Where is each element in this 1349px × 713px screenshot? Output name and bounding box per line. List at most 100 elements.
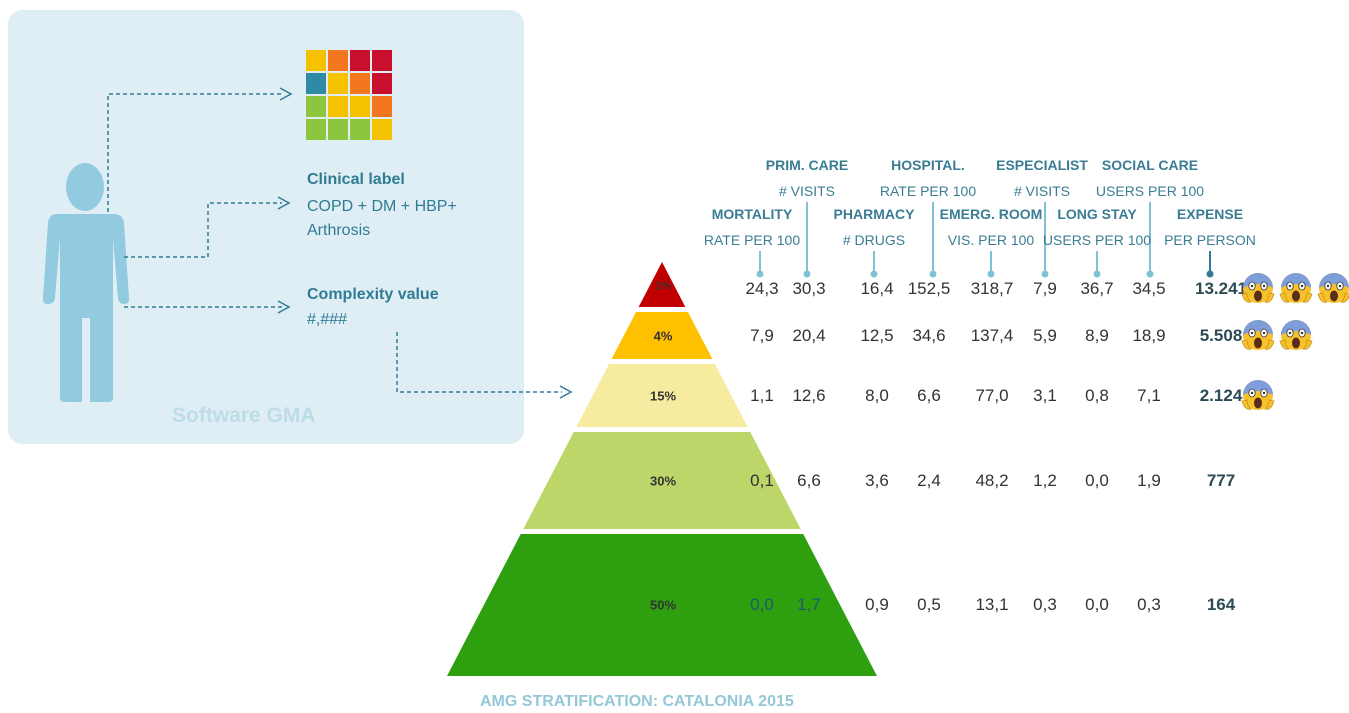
- tier-value-cell: 36,7: [1080, 279, 1114, 298]
- complexity-title: Complexity value: [307, 286, 439, 303]
- tier-value-cell: 6,6: [917, 385, 941, 405]
- tier-value-cell: 7,9: [1033, 279, 1057, 298]
- tier-value-cell: 0,9: [865, 595, 889, 614]
- tier-value-cell: 77,0: [975, 385, 1009, 405]
- header-stem-dot: [1093, 270, 1101, 278]
- tier-value-cell: 137,4: [970, 325, 1014, 345]
- header-stem-dot: [1206, 270, 1214, 278]
- risk-matrix-cell: [350, 119, 370, 140]
- header-prim-care: PRIM. CARE: [765, 157, 849, 173]
- pyramid-tier-5: [447, 534, 877, 676]
- risk-matrix-cell: [306, 50, 326, 71]
- tier-value-cell: 24,3: [745, 279, 779, 298]
- header-stem-dot: [1146, 270, 1154, 278]
- screaming-face-icon: [1279, 319, 1313, 350]
- clinical-label-line-1: COPD + DM + HBP+: [307, 198, 457, 215]
- tier-value-cell: 1,7: [797, 595, 821, 614]
- tier-value-cell: 8,0: [865, 385, 889, 405]
- tier-value-cell: 48,2: [975, 470, 1009, 490]
- person-icon: [42, 163, 130, 402]
- header-social-care-unit: USERS PER 100: [1095, 183, 1205, 199]
- tier-value-cell: 0,0: [1085, 470, 1109, 490]
- tier-value-cell: 0,1: [750, 470, 774, 490]
- risk-matrix-cell: [328, 119, 348, 140]
- tier-expense: 5.508: [1199, 325, 1243, 345]
- tier-value-cell: 6,6: [797, 470, 821, 490]
- panel-caption: Software GMA: [172, 404, 316, 427]
- alarm-icons: [1241, 378, 1275, 414]
- risk-matrix-cell: [306, 96, 326, 117]
- header-stem-dot: [929, 270, 937, 278]
- tier-percentage: 1%: [655, 280, 671, 292]
- pyramid-tier-4: [523, 432, 801, 529]
- tier-expense: 13.241: [1195, 279, 1247, 298]
- screaming-face-icon: [1317, 273, 1349, 303]
- tier-percentage: 15%: [649, 388, 677, 403]
- header-especialist-unit: # VISITS: [1013, 183, 1071, 199]
- tier-value-cell: 3,6: [865, 470, 889, 490]
- risk-matrix-icon: [306, 50, 392, 140]
- tier-value-cell: 12,5: [860, 325, 894, 345]
- pyramid-tier-2: [611, 312, 713, 359]
- tier-value-cell: 13,1: [975, 595, 1009, 614]
- header-emerg-room-unit: VIS. PER 100: [947, 232, 1035, 248]
- screaming-face-icon: [1241, 319, 1275, 350]
- arrow-to-clinical-label: [124, 202, 282, 258]
- tier-value-cell: 30,3: [792, 279, 826, 298]
- tier-value-cell: 0,0: [750, 595, 774, 614]
- tier-value-cell: 0,3: [1137, 595, 1161, 614]
- tier-percentage: 30%: [649, 473, 677, 488]
- tier-value-cell: 5,9: [1033, 325, 1057, 345]
- risk-matrix-cell: [350, 96, 370, 117]
- patient-diagram: [42, 50, 573, 402]
- tier-value-cell: 1,1: [750, 385, 774, 405]
- risk-matrix-cell: [372, 73, 392, 94]
- header-stem-dot: [803, 270, 811, 278]
- tier-value-cell: 20,4: [792, 325, 826, 345]
- tier-expense: 164: [1206, 595, 1236, 614]
- tier-value-cell: 7,9: [750, 325, 774, 345]
- risk-matrix-cell: [328, 73, 348, 94]
- tier-value-cell: 1,9: [1137, 470, 1161, 490]
- alarm-icons: [1241, 271, 1349, 307]
- risk-matrix-cell: [328, 50, 348, 71]
- clinical-label-title: Clinical label: [307, 171, 405, 188]
- tier-value-cell: 12,6: [792, 385, 826, 405]
- tier-value-cell: 34,6: [912, 325, 946, 345]
- header-social-care: SOCIAL CARE: [1101, 157, 1199, 173]
- header-expense-unit: PER PERSON: [1164, 232, 1256, 248]
- risk-matrix-cell: [350, 73, 370, 94]
- risk-matrix-cell: [350, 50, 370, 71]
- tier-percentage: 4%: [653, 328, 673, 343]
- tier-value-cell: 318,7: [970, 279, 1014, 298]
- header-pharmacy: PHARMACY: [833, 206, 915, 222]
- pyramid-tier-1: [638, 262, 686, 307]
- tier-expense: 2.124: [1199, 385, 1243, 405]
- header-especialist: ESPECIALIST: [996, 157, 1088, 173]
- tier-value-cell: 0,5: [917, 595, 941, 614]
- figure-caption: AMG STRATIFICATION: CATALONIA 2015: [480, 693, 794, 710]
- header-long-stay: LONG STAY: [1057, 206, 1137, 222]
- header-stem-dot: [870, 270, 878, 278]
- tier-value-cell: 3,1: [1033, 385, 1057, 405]
- tier-value-cell: 8,9: [1085, 325, 1109, 345]
- header-pharmacy-unit: # DRUGS: [842, 232, 906, 248]
- complexity-value: #,###: [307, 311, 348, 328]
- screaming-face-icon: [1279, 273, 1313, 303]
- arrow-to-pyramid: [396, 332, 562, 393]
- tier-value-cell: 0,8: [1085, 385, 1109, 405]
- risk-matrix-cell: [372, 50, 392, 71]
- tier-value-cell: 0,0: [1085, 595, 1109, 614]
- header-stem-dot: [756, 270, 764, 278]
- tier-value-cell: 2,4: [917, 470, 941, 490]
- risk-matrix-cell: [306, 119, 326, 140]
- risk-matrix-cell: [306, 73, 326, 94]
- tier-percentage: 50%: [649, 597, 677, 613]
- risk-matrix-cell: [372, 96, 392, 117]
- tier-value-cell: 0,3: [1033, 595, 1057, 614]
- tier-expense: 777: [1206, 470, 1236, 490]
- screaming-face-icon: [1241, 273, 1275, 303]
- tier-value-cell: 7,1: [1137, 385, 1161, 405]
- tier-value-cell: 16,4: [860, 279, 894, 298]
